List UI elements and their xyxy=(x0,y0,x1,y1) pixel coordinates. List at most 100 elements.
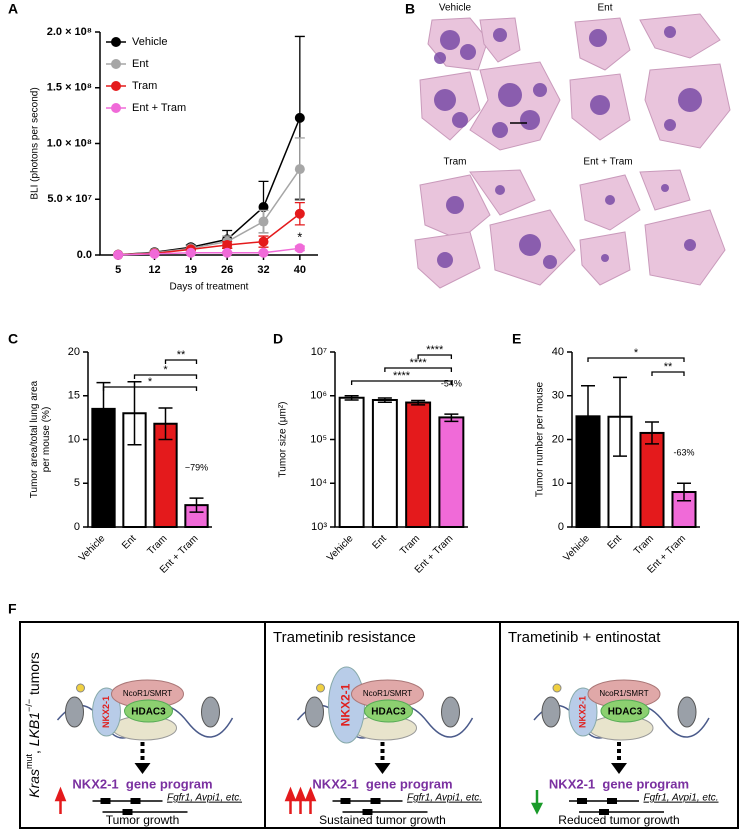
bar xyxy=(373,400,397,527)
point xyxy=(150,249,160,259)
gene-list: Fgfr1, Avpi1, etc. xyxy=(167,793,242,804)
y-tick-label: 15 xyxy=(68,390,80,402)
y-tick-label: 40 xyxy=(552,346,564,358)
point xyxy=(295,209,305,219)
histology-label: Ent + Tram xyxy=(583,157,632,168)
nucleosome xyxy=(678,697,696,727)
trend-arrow xyxy=(297,790,305,814)
x-tick-label: Tram xyxy=(145,533,169,557)
point xyxy=(113,250,123,260)
bar xyxy=(406,403,430,527)
x-tick-label: Tram xyxy=(398,533,422,557)
bar xyxy=(340,398,364,527)
y-tick-label: 5.0 × 10⁷ xyxy=(47,193,92,205)
series-line xyxy=(118,169,300,255)
significance-label: **** xyxy=(426,344,444,356)
point xyxy=(259,248,269,258)
flow-arrowhead xyxy=(135,763,151,774)
y-tick-label: 5 xyxy=(74,477,80,489)
outcome-label: Reduced tumor growth xyxy=(558,813,679,827)
y-tick-label: 10³ xyxy=(311,521,327,533)
point xyxy=(295,164,305,174)
factor-label: NcoR1/SMRT xyxy=(599,689,648,698)
significance-label: * xyxy=(163,364,168,376)
y-axis-label: Tumor size (μm²) xyxy=(278,402,289,478)
nucleosome xyxy=(306,697,324,727)
diagram-side-label: Krasmut, LKB1−/− tumors xyxy=(24,652,41,798)
significance-label: * xyxy=(148,376,153,388)
y-tick-label: 0 xyxy=(558,521,564,533)
legend-marker xyxy=(111,81,121,91)
legend-marker xyxy=(111,103,121,113)
annotation: * xyxy=(297,230,302,245)
percent-change: -54% xyxy=(441,379,462,389)
panel-label: B xyxy=(405,1,415,17)
flow-arrowhead xyxy=(375,763,391,774)
factor-label: NKX2-1 xyxy=(101,696,111,728)
panel-heading: Trametinib resistance xyxy=(273,629,416,646)
histology-label: Tram xyxy=(444,157,467,168)
histology-label: Ent xyxy=(597,3,612,14)
point xyxy=(186,248,196,258)
significance-label: ** xyxy=(664,361,673,373)
x-tick-label: Ent xyxy=(370,533,389,552)
trend-arrow xyxy=(287,790,295,814)
y-tick-label: 30 xyxy=(552,390,564,402)
y-tick-label: 20 xyxy=(552,433,564,445)
x-tick-label: 19 xyxy=(185,264,197,276)
point xyxy=(259,217,269,227)
point xyxy=(222,248,232,258)
factor-label: HDAC3 xyxy=(608,707,643,718)
y-tick-label: 10 xyxy=(68,433,80,445)
y-tick-label: 1.5 × 10⁸ xyxy=(47,82,92,94)
panel-label: F xyxy=(8,601,17,617)
legend-label: Vehicle xyxy=(132,36,167,48)
y-tick-label: 10⁷ xyxy=(311,346,327,358)
factor-label: HDAC3 xyxy=(371,707,406,718)
factor-label: NcoR1/SMRT xyxy=(363,689,412,698)
y-tick-label: 20 xyxy=(68,346,80,358)
x-tick-label: Vehicle xyxy=(561,533,592,564)
trend-arrow xyxy=(57,790,65,814)
phospho xyxy=(77,684,85,692)
histology-images xyxy=(415,14,730,288)
percent-change: −79% xyxy=(185,463,208,473)
factor-label: NcoR1/SMRT xyxy=(123,689,172,698)
trend-arrow xyxy=(307,790,315,814)
y-tick-label: 10⁶ xyxy=(310,390,327,402)
phospho xyxy=(553,684,561,692)
y-tick-label: 0 xyxy=(74,521,80,533)
significance-label: * xyxy=(634,347,639,359)
y-axis-label: BLI (photons per second) xyxy=(30,87,41,199)
gene-program: NKX2-1 gene program xyxy=(72,776,212,791)
y-axis-label-line: Tumor area/total lung area xyxy=(29,380,40,498)
bar xyxy=(439,417,463,527)
phospho xyxy=(317,684,325,692)
gene-list: Fgfr1, Avpi1, etc. xyxy=(643,793,718,804)
trend-arrow xyxy=(533,790,541,812)
percent-change: -63% xyxy=(673,448,694,458)
gene-program: NKX2-1 gene program xyxy=(549,776,689,791)
panel-label: C xyxy=(8,331,18,347)
x-tick-label: 12 xyxy=(148,264,160,276)
gene-list: Fgfr1, Avpi1, etc. xyxy=(407,793,482,804)
x-tick-label: 32 xyxy=(257,264,269,276)
gene-program: NKX2-1 gene program xyxy=(312,776,452,791)
x-tick-label: 5 xyxy=(115,264,121,276)
legend-label: Ent xyxy=(132,58,149,70)
panel-label: D xyxy=(273,331,283,347)
y-axis-label-line: per mouse (%) xyxy=(41,407,52,473)
legend-marker xyxy=(111,37,121,47)
y-tick-label: 10⁴ xyxy=(310,477,327,489)
factor-label: NKX2-1 xyxy=(339,683,353,726)
panel-heading: Trametinib + entinostat xyxy=(508,629,661,646)
y-tick-label: 0.0 xyxy=(77,249,92,261)
point xyxy=(295,243,305,253)
outcome-label: Tumor growth xyxy=(106,813,180,827)
y-axis-label: Tumor area/total lung areaper mouse (%) xyxy=(29,380,52,498)
outcome-label: Sustained tumor growth xyxy=(319,813,446,827)
significance-label: ** xyxy=(177,349,186,361)
factor-label: HDAC3 xyxy=(131,707,166,718)
flow-arrowhead xyxy=(611,763,627,774)
